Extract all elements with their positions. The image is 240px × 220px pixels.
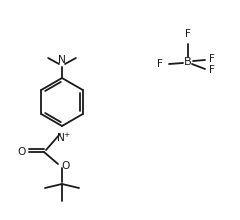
Text: B: B [184,57,192,67]
Text: N: N [58,55,66,64]
Text: N: N [57,133,64,143]
Text: F: F [157,59,163,69]
Text: O: O [61,161,70,170]
Text: O: O [17,147,25,157]
Text: F: F [209,65,214,75]
Text: +: + [63,132,70,138]
Text: F: F [209,54,214,64]
Text: F: F [185,29,191,39]
